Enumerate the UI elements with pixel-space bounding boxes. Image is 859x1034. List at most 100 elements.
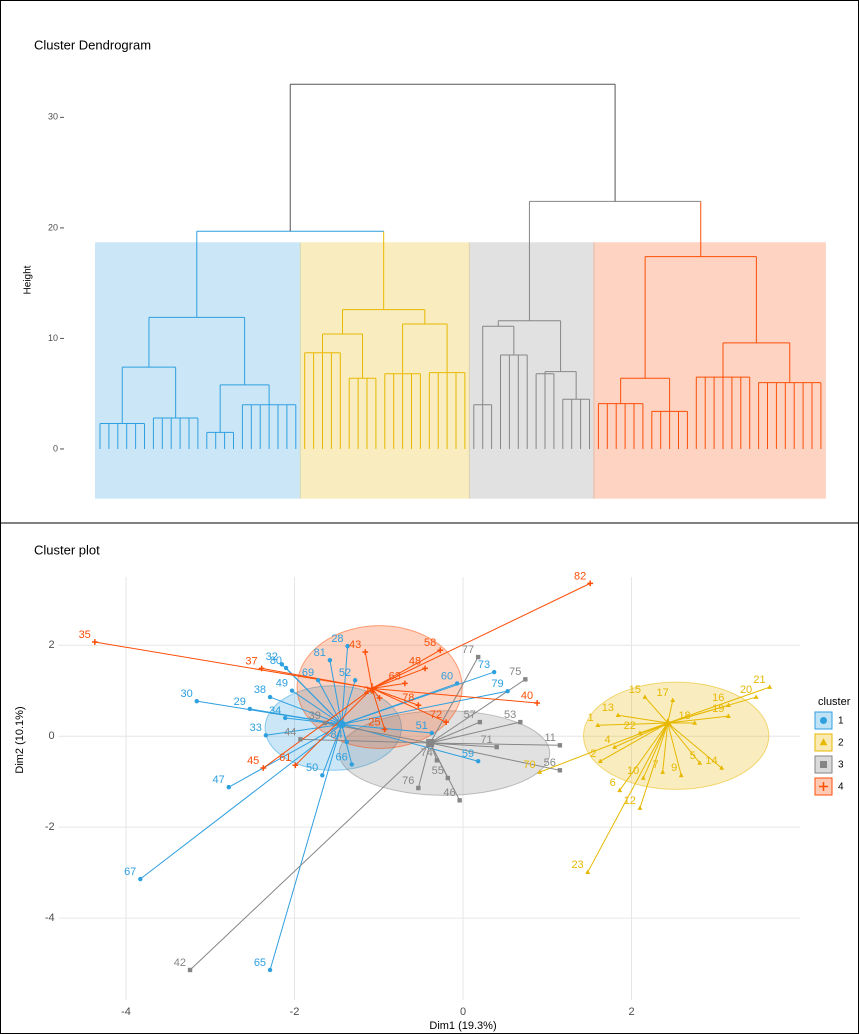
point — [595, 722, 601, 728]
point — [283, 715, 288, 721]
point — [429, 730, 435, 736]
point — [457, 798, 462, 803]
point-label: 73 — [478, 659, 490, 671]
point-label: 59 — [462, 748, 474, 760]
legend-symbol — [820, 761, 827, 768]
center-link — [371, 688, 386, 730]
point — [138, 876, 143, 882]
point — [697, 760, 703, 765]
point-label: 39 — [309, 710, 321, 722]
y-tick-label: -4 — [45, 912, 55, 924]
point — [642, 694, 648, 699]
y-axis-title: Height — [23, 265, 34, 294]
point-label: 17 — [657, 687, 669, 699]
point-label: 25 — [368, 716, 380, 728]
point-label: 4 — [605, 734, 611, 746]
point — [376, 695, 383, 701]
point-label: 47 — [213, 774, 225, 786]
center-link — [294, 688, 373, 766]
point-label: 72 — [430, 709, 442, 721]
point-label: 52 — [339, 667, 351, 679]
point-label: 20 — [740, 684, 752, 696]
point — [692, 720, 698, 725]
point — [345, 643, 350, 649]
point-label: 29 — [234, 696, 246, 708]
point — [505, 688, 510, 694]
point — [279, 662, 285, 667]
point-label: 40 — [521, 690, 533, 702]
center-link — [667, 715, 729, 724]
point — [194, 698, 199, 704]
point-label: 21 — [753, 674, 765, 686]
point-label: 12 — [624, 795, 636, 807]
point — [719, 765, 725, 770]
point-label: 13 — [602, 702, 614, 714]
point-label: 19 — [712, 703, 724, 715]
center-link — [371, 667, 426, 689]
point — [187, 967, 193, 973]
point-label: 38 — [254, 684, 266, 696]
point-label: 15 — [629, 684, 641, 696]
point — [518, 719, 523, 725]
point — [402, 680, 408, 687]
point-label: 75 — [509, 666, 521, 678]
point-label: 67 — [124, 866, 136, 878]
point-label: 10 — [627, 765, 639, 777]
center-link — [189, 742, 431, 971]
point-label: 16 — [712, 692, 724, 704]
point — [226, 784, 231, 790]
center-link — [667, 686, 770, 724]
cluster-ellipse — [264, 685, 402, 771]
point — [537, 769, 543, 774]
center-link — [341, 682, 458, 725]
chart-title: Cluster Dendrogram — [34, 37, 151, 52]
center-link — [371, 687, 419, 706]
point — [437, 647, 444, 654]
x-tick-label: -4 — [121, 1006, 131, 1018]
point-label: 22 — [624, 720, 636, 732]
point-label: 65 — [254, 957, 266, 969]
center-link — [291, 690, 342, 725]
center-link — [285, 667, 343, 725]
center-link — [662, 722, 669, 773]
point — [637, 730, 643, 735]
center-link — [261, 667, 373, 689]
point — [663, 718, 673, 727]
point-label: 69 — [302, 667, 314, 679]
point — [725, 702, 731, 708]
point — [327, 658, 333, 663]
center-link — [371, 649, 441, 689]
center-link — [269, 724, 343, 971]
point-label: 82 — [574, 570, 586, 582]
center-link — [228, 723, 342, 788]
point — [320, 773, 325, 778]
point — [422, 665, 428, 672]
point-label: 45 — [247, 755, 259, 767]
point — [454, 681, 460, 686]
center-link — [341, 646, 349, 725]
point-label: 23 — [571, 859, 583, 871]
x-tick-label: 2 — [628, 1006, 634, 1018]
center-link — [371, 582, 591, 689]
point-label: 66 — [336, 751, 348, 763]
point-label: 44 — [284, 726, 296, 738]
cluster-ellipse — [338, 710, 551, 796]
center-link — [644, 696, 669, 724]
center-link — [667, 722, 701, 764]
point-label: 32 — [266, 651, 278, 663]
point-label: 46 — [443, 787, 455, 799]
point — [381, 726, 388, 733]
y-tick-label: 10 — [48, 333, 58, 343]
point — [344, 739, 349, 745]
point-label: 28 — [331, 633, 343, 645]
y-tick-label: 2 — [48, 639, 54, 651]
point — [475, 759, 481, 764]
cluster-band — [593, 242, 826, 499]
center-link — [614, 722, 668, 748]
point-label: 60 — [441, 670, 453, 682]
x-axis-title: Dim1 (19.3%) — [429, 1020, 496, 1032]
legend-symbol — [818, 781, 829, 792]
y-tick-label: 0 — [53, 443, 58, 453]
point-label: 14 — [705, 755, 717, 767]
